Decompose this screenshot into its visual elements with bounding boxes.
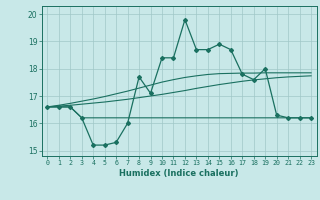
X-axis label: Humidex (Indice chaleur): Humidex (Indice chaleur) (119, 169, 239, 178)
